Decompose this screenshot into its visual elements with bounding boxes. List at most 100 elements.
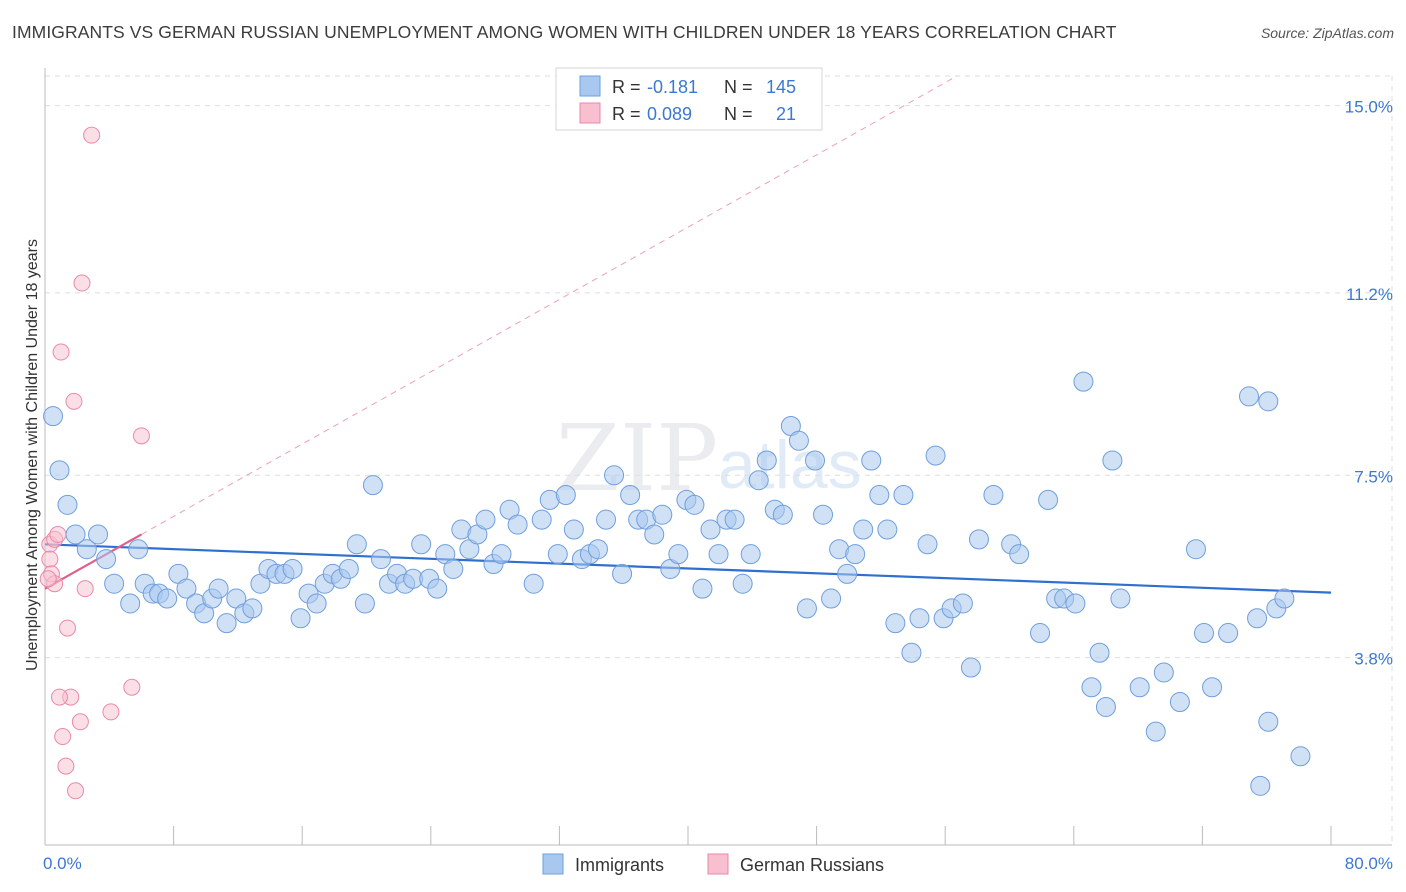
- immigrants-point: [869, 485, 890, 506]
- german-russians-r-label: R =: [612, 104, 641, 124]
- german-russians-point: [123, 678, 141, 696]
- immigrants-point: [692, 578, 713, 599]
- immigrants-point: [104, 573, 125, 594]
- y-tick-label: 15.0%: [1345, 98, 1393, 117]
- immigrants-point: [49, 460, 70, 481]
- german-russians-point: [76, 580, 94, 598]
- immigrants-point: [1102, 450, 1123, 471]
- immigrants-point: [652, 504, 673, 525]
- y-tick-label: 11.2%: [1346, 285, 1393, 304]
- german-russians-point: [132, 427, 150, 445]
- legend-immigrants-icon: [542, 853, 564, 875]
- german-russians-point: [39, 570, 57, 588]
- immigrants-r-label: R =: [612, 77, 641, 97]
- immigrants-point: [128, 539, 149, 560]
- immigrants-trend-line: [44, 543, 1332, 594]
- immigrants-point: [555, 485, 576, 506]
- german-russians-point: [54, 728, 72, 746]
- immigrants-point: [893, 485, 914, 506]
- tick-labels: 3.8% 7.5% 11.2% 15.0% 0.0% 80.0%: [43, 98, 1393, 873]
- immigrants-point: [1095, 696, 1116, 717]
- german-russians-r-value: 0.089: [647, 104, 692, 124]
- immigrants-point: [952, 593, 973, 614]
- immigrants-point: [968, 529, 989, 550]
- german-russians-n-label: N =: [724, 104, 753, 124]
- immigrants-point: [837, 563, 858, 584]
- bottom-legend: Immigrants German Russians: [542, 853, 884, 875]
- german-russians-points: [39, 126, 150, 800]
- immigrants-point: [1169, 692, 1190, 713]
- immigrants-point: [620, 485, 641, 506]
- german-russians-point: [102, 703, 120, 721]
- immigrants-point: [917, 534, 938, 555]
- immigrants-points: [43, 371, 1311, 796]
- immigrants-point: [43, 406, 64, 427]
- immigrants-point: [587, 539, 608, 560]
- german-russians-point: [57, 757, 75, 775]
- x-tick-label: 0.0%: [43, 854, 82, 873]
- immigrants-point: [1089, 642, 1110, 663]
- immigrants-point: [427, 578, 448, 599]
- immigrants-point: [96, 549, 117, 570]
- immigrants-r-value: -0.181: [647, 77, 698, 97]
- immigrants-point: [748, 470, 769, 491]
- german-russians-point: [49, 525, 67, 543]
- immigrants-point: [290, 608, 311, 629]
- immigrants-n-value: 145: [766, 77, 796, 97]
- y-tick-label: 3.8%: [1354, 650, 1393, 669]
- immigrants-point: [370, 549, 391, 570]
- stats-legend: R = -0.181 N = 145 R = 0.089 N = 21: [555, 67, 823, 131]
- immigrants-point: [1250, 775, 1271, 796]
- immigrants-point: [925, 445, 946, 466]
- immigrants-point: [772, 504, 793, 525]
- immigrants-point: [740, 544, 761, 565]
- immigrants-point: [821, 588, 842, 609]
- immigrants-point: [1030, 623, 1051, 644]
- immigrants-point: [909, 608, 930, 629]
- immigrants-swatch-icon: [579, 75, 601, 97]
- german-russians-point: [67, 782, 85, 800]
- immigrants-point: [724, 509, 745, 530]
- immigrants-point: [1194, 623, 1215, 644]
- immigrants-point: [176, 578, 197, 599]
- immigrants-point: [700, 519, 721, 540]
- immigrants-point: [76, 539, 97, 560]
- immigrants-point: [563, 519, 584, 540]
- immigrants-point: [1290, 746, 1311, 767]
- immigrants-point: [877, 519, 898, 540]
- immigrants-n-label: N =: [724, 77, 753, 97]
- german-russians-point: [73, 274, 91, 292]
- german-russians-point: [52, 343, 70, 361]
- german-russians-point: [71, 713, 89, 731]
- german-russians-point: [83, 126, 101, 144]
- immigrants-point: [1145, 721, 1166, 742]
- immigrants-point: [346, 534, 367, 555]
- x-tick-label: 80.0%: [1345, 854, 1393, 873]
- immigrants-point: [282, 558, 303, 579]
- axes: [44, 68, 1392, 846]
- immigrants-point: [57, 494, 78, 515]
- immigrants-point: [1153, 662, 1174, 683]
- immigrants-point: [604, 465, 625, 486]
- immigrants-point: [157, 588, 178, 609]
- immigrants-point: [1065, 593, 1086, 614]
- immigrants-point: [1274, 588, 1295, 609]
- immigrants-point: [853, 519, 874, 540]
- immigrants-point: [756, 450, 777, 471]
- immigrants-point: [1129, 677, 1150, 698]
- german-russians-point: [59, 619, 77, 637]
- immigrants-point: [845, 544, 866, 565]
- immigrants-point: [491, 544, 512, 565]
- trend-lines: [44, 75, 1332, 594]
- immigrants-point: [796, 598, 817, 619]
- immigrants-point: [1185, 539, 1206, 560]
- immigrants-point: [885, 613, 906, 634]
- immigrants-point: [1110, 588, 1131, 609]
- immigrants-point: [1202, 677, 1223, 698]
- immigrants-point: [120, 593, 141, 614]
- immigrants-point: [242, 598, 263, 619]
- immigrants-point: [788, 430, 809, 451]
- immigrants-point: [216, 613, 237, 634]
- immigrants-point: [411, 534, 432, 555]
